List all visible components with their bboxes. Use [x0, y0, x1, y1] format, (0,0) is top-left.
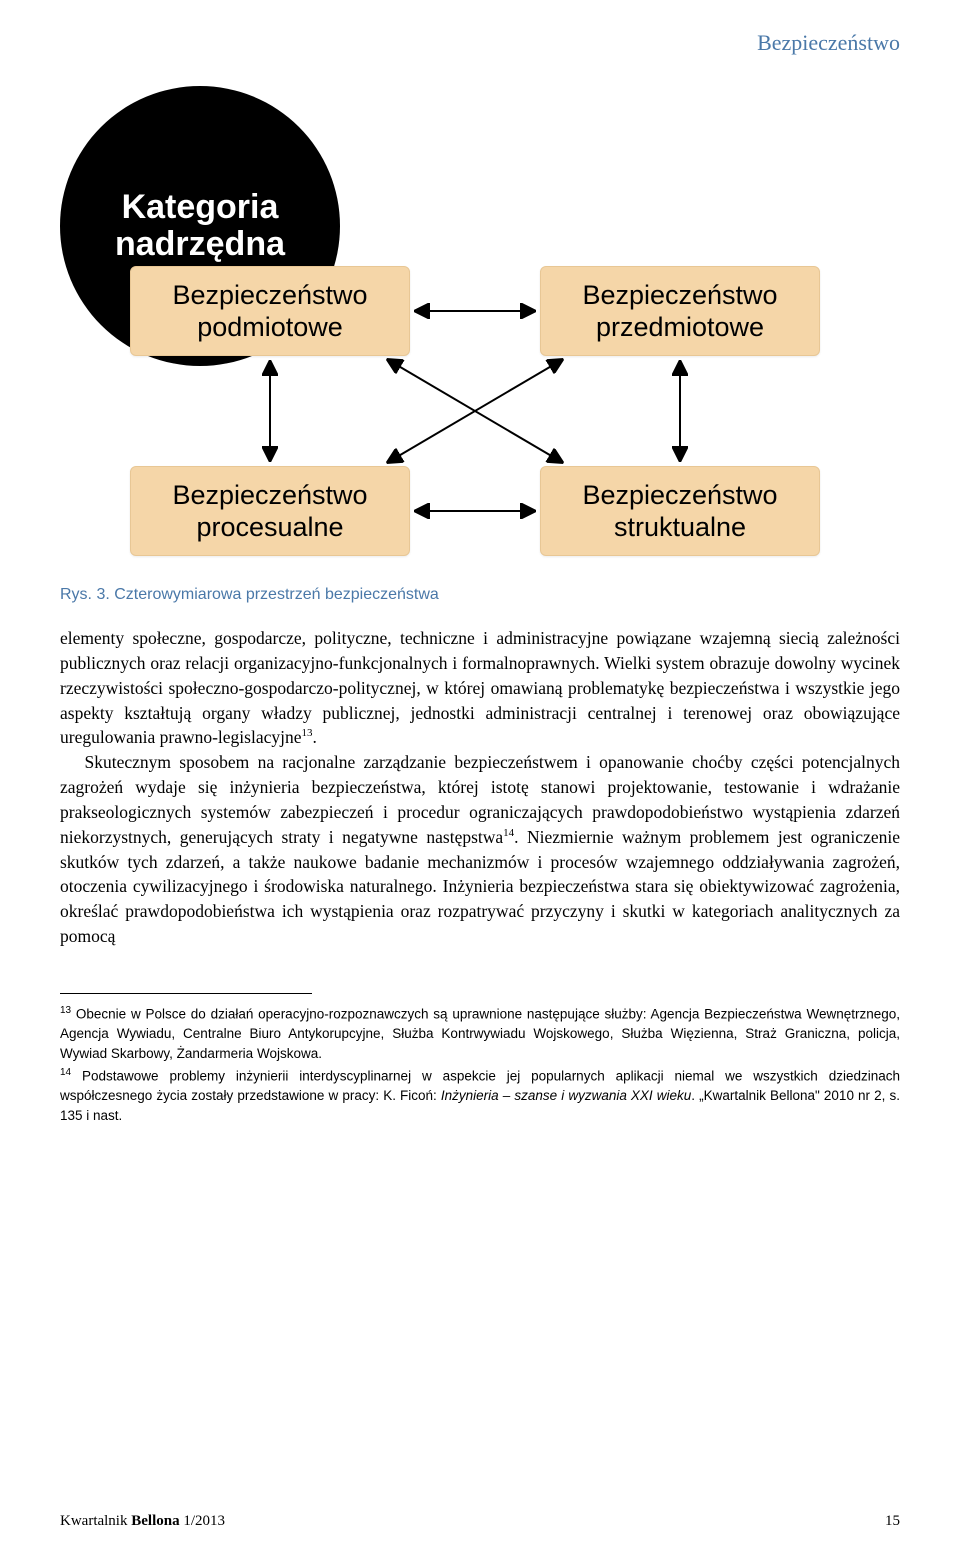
footnotes-divider: [60, 993, 312, 994]
box-line2: podmiotowe: [197, 311, 343, 343]
footnotes: 13 Obecnie w Polsce do działań operacyjn…: [60, 1004, 900, 1125]
p1-tail: .: [313, 727, 317, 747]
box-procesualne: Bezpieczeństwo procesualne: [130, 466, 410, 556]
body-text: elementy społeczne, gospodarcze, polityc…: [60, 626, 900, 949]
box-przedmiotowe: Bezpieczeństwo przedmiotowe: [540, 266, 820, 356]
footnote-14: 14 Podstawowe problemy inżynierii interd…: [60, 1066, 900, 1125]
box-line1: Bezpieczeństwo: [582, 279, 777, 311]
box-line2: struktualne: [614, 511, 746, 543]
figure-caption: Rys. 3. Czterowymiarowa przestrzeń bezpi…: [60, 586, 900, 604]
box-struktualne: Bezpieczeństwo struktualne: [540, 466, 820, 556]
diagram: Kategoria nadrzędna Bezpieczeństwo podmi…: [60, 86, 900, 566]
circle-label-line2: nadrzędna: [115, 226, 285, 263]
box-line2: przedmiotowe: [596, 311, 764, 343]
footnote-ref-13: 13: [302, 728, 313, 740]
journal-issue: 1/2013: [180, 1513, 225, 1529]
footnote-text-13: Obecnie w Polsce do działań operacyjno-r…: [60, 1006, 900, 1060]
box-podmiotowe: Bezpieczeństwo podmiotowe: [130, 266, 410, 356]
box-line1: Bezpieczeństwo: [172, 479, 367, 511]
page-number: 15: [885, 1513, 900, 1530]
paragraph-1: elementy społeczne, gospodarcze, polityc…: [60, 626, 900, 750]
footnote-text-14-italic: Inżynieria – szanse i wyzwania XXI wieku: [441, 1088, 691, 1103]
footnote-13: 13 Obecnie w Polsce do działań operacyjn…: [60, 1004, 900, 1063]
journal-name-a: Kwartalnik: [60, 1513, 131, 1529]
footnote-ref-14: 14: [503, 827, 514, 839]
box-line1: Bezpieczeństwo: [582, 479, 777, 511]
journal-info: Kwartalnik Bellona 1/2013: [60, 1513, 225, 1530]
section-header: Bezpieczeństwo: [60, 30, 900, 56]
box-line2: procesualne: [196, 511, 343, 543]
footnote-num-13: 13: [60, 1005, 71, 1016]
box-line1: Bezpieczeństwo: [172, 279, 367, 311]
circle-label-line1: Kategoria: [122, 189, 279, 226]
journal-name-b: Bellona: [131, 1513, 179, 1529]
p1-text: elementy społeczne, gospodarcze, polityc…: [60, 628, 900, 747]
footnote-num-14: 14: [60, 1067, 71, 1078]
page-footer: Kwartalnik Bellona 1/2013 15: [60, 1513, 900, 1530]
paragraph-2: Skutecznym sposobem na racjonalne zarząd…: [60, 750, 900, 949]
